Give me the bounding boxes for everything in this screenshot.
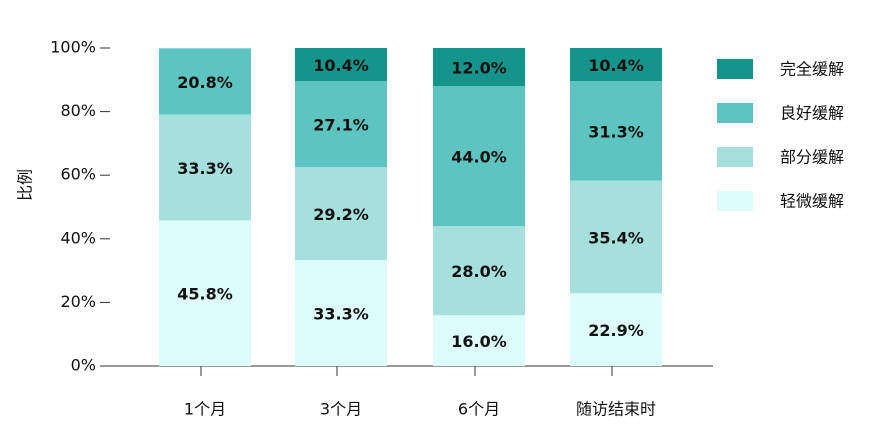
bar-segment	[570, 48, 662, 82]
bar-segment	[295, 167, 387, 261]
value-label: 31.3%	[588, 122, 644, 141]
bar-segment	[570, 81, 662, 181]
value-label: 33.3%	[177, 159, 233, 178]
legend-label: 良好缓解	[780, 104, 844, 123]
bar-segment	[295, 81, 387, 168]
bar-segment	[159, 48, 251, 115]
value-label: 22.9%	[588, 321, 644, 340]
legend-swatch	[717, 59, 753, 79]
x-tick-label: 3个月	[320, 400, 362, 419]
value-label: 44.0%	[451, 148, 507, 167]
y-tick-label: 100%	[50, 38, 96, 57]
value-label: 33.3%	[313, 305, 369, 324]
y-tick-label: 40%	[60, 228, 96, 247]
value-label: 12.0%	[451, 59, 507, 78]
bar-segment	[159, 220, 251, 366]
legend-swatch	[717, 147, 753, 167]
value-label: 29.2%	[313, 205, 369, 224]
legend-label: 轻微缓解	[780, 192, 844, 211]
x-tick-label: 随访结束时	[576, 400, 656, 419]
bar-segment	[295, 48, 387, 82]
y-tick-label: 20%	[60, 292, 96, 311]
bar-segment	[433, 315, 525, 366]
bar-segment	[433, 226, 525, 316]
x-tick-label: 1个月	[184, 400, 226, 419]
value-label: 27.1%	[313, 116, 369, 135]
bar-segment	[570, 180, 662, 294]
legend-swatch	[717, 191, 753, 211]
legend-label: 部分缓解	[780, 148, 844, 167]
bar-segment	[295, 260, 387, 366]
value-label: 16.0%	[451, 332, 507, 351]
legend-swatch	[717, 103, 753, 123]
legend-label: 完全缓解	[780, 60, 844, 79]
y-tick-label: 60%	[60, 165, 96, 184]
bar-segment	[433, 48, 525, 87]
value-label: 10.4%	[588, 56, 644, 75]
bar-segment	[433, 86, 525, 227]
y-axis-label: 比例	[16, 169, 35, 201]
bar-segment	[159, 114, 251, 221]
value-label: 35.4%	[588, 228, 644, 247]
value-label: 20.8%	[177, 73, 233, 92]
value-label: 10.4%	[313, 56, 369, 75]
value-label: 28.0%	[451, 262, 507, 281]
y-tick-label: 0%	[71, 356, 96, 375]
y-tick-label: 80%	[60, 101, 96, 120]
bar-segment	[570, 293, 662, 366]
value-label: 45.8%	[177, 285, 233, 304]
x-tick-label: 6个月	[458, 400, 500, 419]
